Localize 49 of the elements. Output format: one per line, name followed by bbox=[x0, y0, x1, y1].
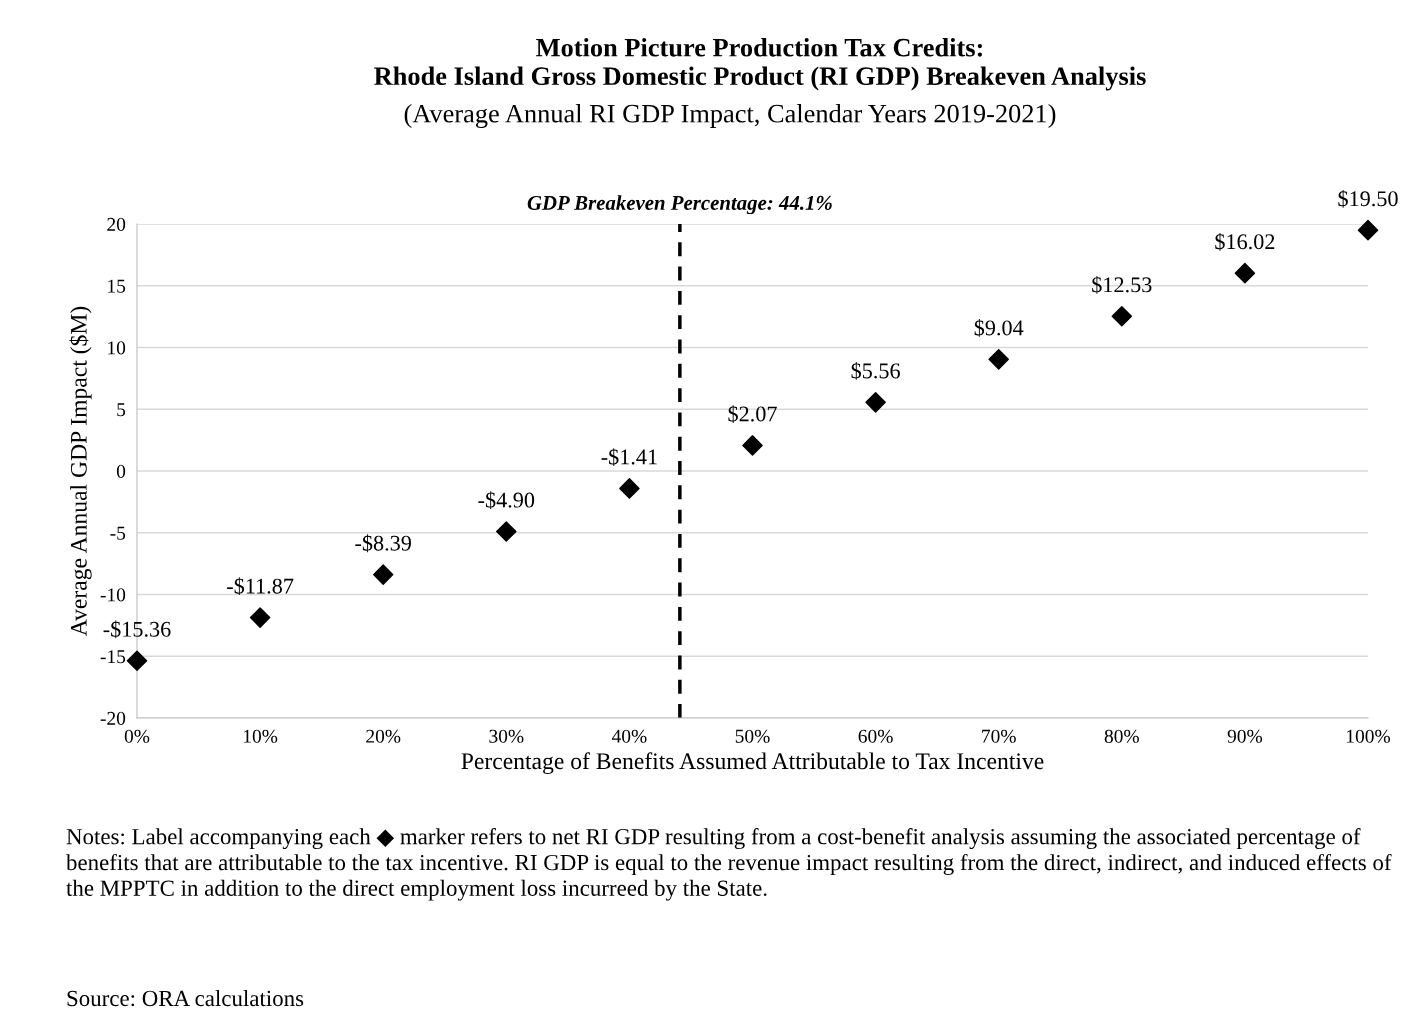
x-tick-label: 90% bbox=[1227, 729, 1263, 743]
point bbox=[1234, 262, 1256, 284]
point bbox=[865, 392, 886, 413]
text: Notes: Label accompanying each ◆ marker refers to net RI GDP resulting from a cost-benefit analysis assuming the associated percentage of benefits that are attributable to the tax incentive. RI GDP is equal to the revenue impact resulting from the direct, indirect, and induced effects of the MPPTC in addition to the direct employment loss incurreed by the State. bbox=[66, 828, 1392, 901]
chart-subtitle: (Average Annual RI GDP Impact, Calendar Years 2019-2021) bbox=[404, 104, 1056, 129]
x-tick-label: 100% bbox=[1347, 729, 1391, 743]
point bbox=[1357, 219, 1379, 241]
x-axis-title: Percentage of Benefits Assumed Attributable to Tax Incentive bbox=[461, 752, 1044, 775]
data-label: -$15.36 bbox=[103, 620, 171, 639]
y-tick-label: -20 bbox=[100, 711, 126, 725]
x-tick-label: 20% bbox=[366, 729, 401, 743]
y-tick-label: 0 bbox=[116, 464, 126, 478]
x-tick-label: 60% bbox=[858, 729, 893, 743]
x-tick-label: 10% bbox=[243, 729, 278, 743]
data-label: $12.53 bbox=[1092, 275, 1152, 294]
y-tick-label: -15 bbox=[100, 650, 126, 664]
x-tick-label: 70% bbox=[982, 729, 1016, 743]
point bbox=[126, 650, 148, 671]
point bbox=[496, 521, 517, 542]
data-label: -$1.41 bbox=[601, 448, 657, 466]
data-label: $9.04 bbox=[974, 319, 1024, 337]
x-tick-label: 0% bbox=[124, 729, 150, 743]
y-axis-title: Average Annual GDP Impact ($M) bbox=[69, 306, 92, 636]
data-label: $2.07 bbox=[728, 405, 777, 423]
data-label: -$4.90 bbox=[478, 491, 535, 510]
y-tick-label: 10 bbox=[108, 341, 126, 355]
x-tick-label: 30% bbox=[489, 729, 524, 743]
data-label: $5.56 bbox=[851, 362, 900, 380]
ref-line-label: GDP Breakeven Percentage: 44.1% bbox=[527, 195, 832, 215]
point bbox=[1111, 305, 1133, 327]
chart-title: Motion Picture Production Tax Credits: Rhode Island Gross Domestic Product (RI GDP) Breakeven Analysis bbox=[374, 38, 1146, 91]
source-note: Source: ORA calculations bbox=[67, 990, 304, 1007]
data-label: -$8.39 bbox=[355, 534, 411, 553]
x-tick-label: 80% bbox=[1104, 729, 1139, 743]
point bbox=[249, 607, 271, 628]
y-tick-label: 20 bbox=[107, 217, 126, 231]
x-tick-label: 50% bbox=[735, 729, 770, 743]
y-tick-label: 15 bbox=[108, 279, 126, 293]
data-label: $19.50 bbox=[1338, 189, 1398, 208]
point bbox=[619, 478, 640, 499]
point bbox=[742, 435, 763, 456]
y-tick-label: -5 bbox=[110, 526, 126, 540]
y-tick-label: 5 bbox=[117, 403, 126, 417]
point bbox=[988, 349, 1009, 370]
data-label: $16.02 bbox=[1215, 232, 1275, 251]
point bbox=[372, 564, 394, 585]
y-tick-label: -10 bbox=[100, 588, 126, 602]
data-label: -$11.87 bbox=[227, 577, 294, 596]
x-tick-label: 40% bbox=[611, 729, 647, 743]
